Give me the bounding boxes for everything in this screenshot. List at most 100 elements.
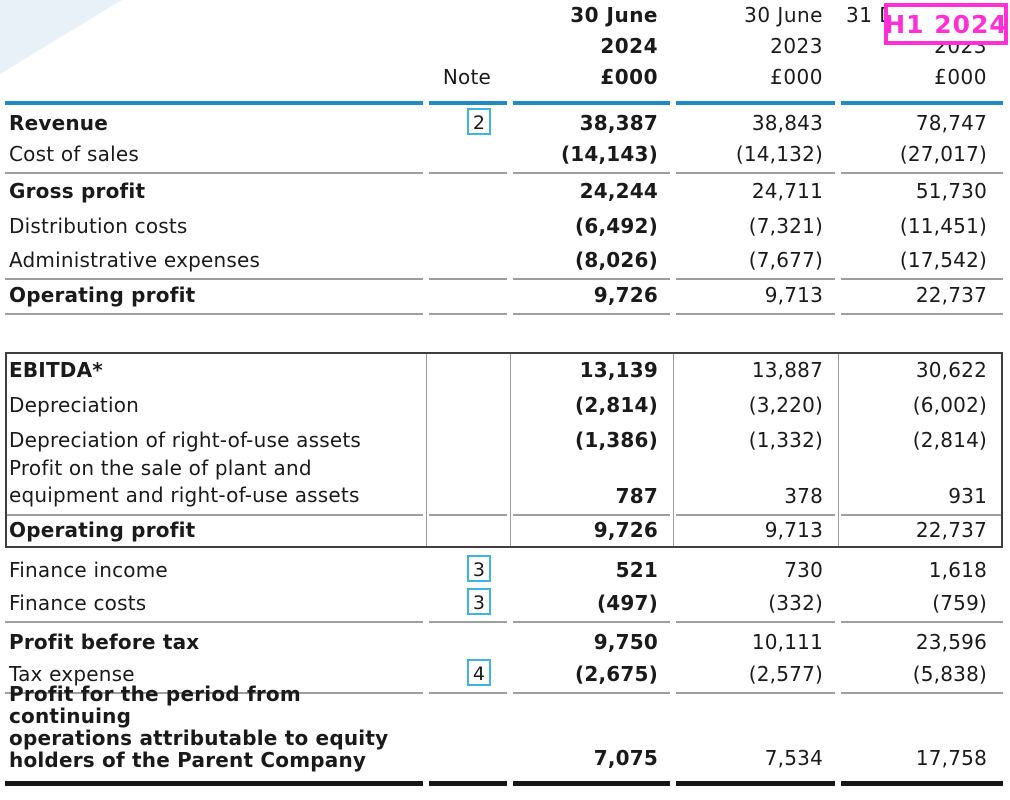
table-row: Administrative expenses (8,026) (7,677) (17…: [5, 244, 1003, 280]
row-label-text: Finance costs: [9, 591, 147, 615]
table-row: Gross profit 24,244 24,711 51,730: [5, 174, 1003, 209]
value-h1-2024: (14,143): [513, 141, 670, 174]
value-fy-2023: 22,737: [841, 516, 1003, 548]
row-label: Tax expense: [5, 660, 423, 694]
row-label: Distribution costs: [5, 209, 423, 244]
table-row: Tax expense 4 (2,675) (2,577) (5,838): [5, 659, 1003, 694]
row-label: Depreciation: [5, 388, 423, 423]
value-fy-2023-text: 931: [948, 484, 987, 508]
column-divider-line: [673, 352, 674, 548]
value-fy-2023: 23,596: [841, 623, 1003, 660]
value-h1-2023-text: 13,887: [751, 358, 823, 382]
note-reference-box: 4: [467, 659, 491, 686]
note-cell: [429, 694, 507, 786]
note-cell: [429, 174, 507, 209]
row-label-text: Operating profit: [9, 518, 196, 542]
page-corner-decoration: [0, 0, 122, 74]
value-h1-2024-text: (497): [596, 591, 658, 615]
value-h1-2023: 9,713: [676, 280, 835, 315]
value-h1-2024: 7,075: [513, 694, 670, 786]
table-row: Cost of sales (14,143) (14,132) (27,017): [5, 141, 1003, 174]
row-label: Profit on the sale of plant and equipmen…: [5, 456, 423, 516]
annotation-label: H1 2024: [884, 9, 1008, 39]
table-row: Depreciation (2,814) (3,220) (6,002): [5, 388, 1003, 423]
value-h1-2023: (3,220): [676, 388, 835, 423]
table-header-row: Note 30 June 2024 £000 30 June 2023 £000…: [5, 0, 1003, 105]
value-fy-2023: (11,451): [841, 209, 1003, 244]
value-h1-2023-text: (14,132): [735, 142, 823, 166]
value-h1-2023: 378: [676, 458, 835, 516]
row-label-text: Profit for the period from continuing op…: [9, 682, 389, 772]
note-cell: [429, 209, 507, 244]
note-cell: [429, 458, 507, 516]
value-h1-2023-text: (1,332): [748, 428, 823, 452]
value-h1-2023: 7,534: [676, 694, 835, 786]
note-cell: 3: [429, 588, 507, 623]
column-header-h1-2024: 30 June 2024 £000: [513, 0, 670, 105]
value-h1-2023: (14,132): [676, 141, 835, 174]
value-fy-2023-text: 30,622: [915, 358, 987, 382]
value-fy-2023: 30,622: [841, 352, 1003, 388]
value-h1-2023-text: 9,713: [764, 283, 823, 307]
value-h1-2023: 10,111: [676, 623, 835, 660]
section-profit-and-loss-summary: Revenue 2 38,387 38,843 78,747 Cost of sales (…: [5, 105, 1003, 315]
value-h1-2024-text: 7,075: [593, 746, 658, 770]
table-row: EBITDA* 13,139 13,887 30,622: [5, 352, 1003, 388]
value-h1-2024: (2,675): [513, 660, 670, 694]
value-fy-2023: 1,618: [841, 548, 1003, 588]
value-fy-2023: (5,838): [841, 660, 1003, 694]
value-h1-2024: 787: [513, 458, 670, 516]
row-label-text: Cost of sales: [9, 142, 140, 166]
row-label-text: Depreciation: [9, 393, 140, 417]
value-h1-2024-text: (2,675): [575, 662, 658, 686]
value-fy-2023-text: (27,017): [899, 142, 987, 166]
income-statement-table: Note 30 June 2024 £000 30 June 2023 £000…: [5, 0, 1003, 786]
table-body: Revenue 2 38,387 38,843 78,747 Cost of sales (…: [5, 105, 1003, 786]
year-label: 2023: [770, 34, 823, 58]
value-fy-2023: (17,542): [841, 244, 1003, 280]
table-row: Distribution costs (6,492) (7,321) (11,451): [5, 209, 1003, 244]
note-reference-box: 3: [467, 555, 491, 582]
section-profit-detail: Finance income 3 521 730 1,618 Finance costs 3…: [5, 548, 1003, 786]
note-cell: [429, 280, 507, 315]
note-column-header: Note: [429, 0, 507, 105]
table-row: Finance costs 3 (497) (332) (759): [5, 588, 1003, 623]
value-h1-2024: 521: [513, 548, 670, 588]
year-label: 2024: [600, 34, 658, 58]
row-label-text: Profit on the sale of plant and equipmen…: [9, 456, 360, 507]
value-h1-2024-text: 9,750: [593, 630, 658, 654]
value-h1-2023-text: (3,220): [748, 393, 823, 417]
unit-label: £000: [934, 65, 987, 89]
value-h1-2023: (7,321): [676, 209, 835, 244]
h1-2024-annotation-box: H1 2024: [884, 3, 1008, 45]
value-h1-2024: 38,387: [513, 105, 670, 141]
value-h1-2024-text: 521: [615, 558, 658, 582]
note-cell: [429, 141, 507, 174]
value-fy-2023-text: (5,838): [912, 662, 987, 686]
table-row: Profit for the period from continuing op…: [5, 683, 1003, 786]
value-fy-2023-text: 23,596: [915, 630, 987, 654]
row-label: Profit for the period from continuing op…: [5, 683, 423, 786]
row-label: Cost of sales: [5, 141, 423, 174]
table-row: Operating profit 9,726 9,713 22,737: [5, 516, 1003, 548]
row-label: Operating profit: [5, 280, 423, 315]
period-label: 30 June: [744, 3, 823, 27]
value-h1-2024: (8,026): [513, 244, 670, 280]
value-h1-2024-text: 9,726: [593, 518, 658, 542]
section-ebitda-reconciliation: EBITDA* 13,139 13,887 30,622 Depreciation (2,…: [5, 352, 1003, 548]
table-row: Depreciation of right-of-use assets (1,38…: [5, 423, 1003, 458]
value-fy-2023-text: (6,002): [912, 393, 987, 417]
note-reference-box: 2: [467, 108, 491, 135]
value-h1-2024-text: (6,492): [575, 214, 658, 238]
value-h1-2023: (2,577): [676, 660, 835, 694]
value-h1-2023-text: 10,111: [751, 630, 823, 654]
value-h1-2023: 13,887: [676, 352, 835, 388]
value-h1-2023: 9,713: [676, 516, 835, 548]
value-h1-2024-text: (14,143): [560, 142, 658, 166]
value-fy-2023-text: 17,758: [915, 746, 987, 770]
note-cell: [429, 388, 507, 423]
value-h1-2023: 730: [676, 548, 835, 588]
row-label-text: Administrative expenses: [9, 248, 261, 272]
row-label: Finance costs: [5, 588, 423, 623]
